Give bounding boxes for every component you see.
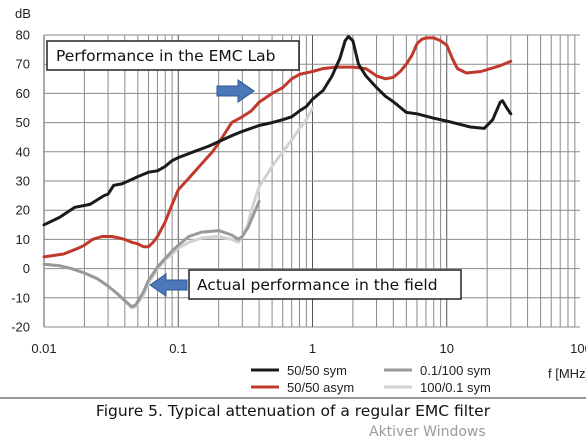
- y-tick-label: 40: [16, 144, 30, 159]
- legend-item-0-1-100-sym: 0.1/100 sym: [384, 363, 491, 378]
- series-lines: [42, 35, 513, 310]
- annotation-field-box: [188, 269, 462, 300]
- y-tick-label: 10: [16, 232, 30, 247]
- legend-label: 50/50 asym: [287, 380, 354, 395]
- annotation-emc-lab: Performance in the EMC Lab: [46, 40, 300, 103]
- legend-item-50-50-asym: 50/50 asym: [251, 380, 354, 395]
- y-tick-label: 60: [16, 86, 30, 101]
- arrow-right-icon: [216, 79, 255, 103]
- legend-label: 50/50 sym: [287, 363, 347, 378]
- x-tick-label: 0.1: [169, 341, 187, 356]
- x-unit-label: f [MHz]: [548, 366, 586, 381]
- legend-label: 100/0.1 sym: [420, 380, 491, 395]
- series-line-50-50-sym: [42, 35, 513, 227]
- y-unit-label: dB: [15, 6, 31, 21]
- y-tick-label: 30: [16, 174, 30, 189]
- annotation-emc-lab-text: Performance in the EMC Lab: [56, 47, 275, 65]
- y-tick-label: 50: [16, 115, 30, 130]
- y-tick-label: 20: [16, 203, 30, 218]
- legend-item-100-0-1-sym: 100/0.1 sym: [384, 380, 491, 395]
- series-line-50-50-asym: [42, 36, 513, 259]
- x-tick-label: 1: [309, 341, 316, 356]
- arrow-left-icon: [149, 273, 188, 297]
- activation-watermark: Aktiver Windows: [369, 424, 486, 440]
- legend-label: 0.1/100 sym: [420, 363, 491, 378]
- x-tick-label: 10: [440, 341, 454, 356]
- figure-caption: Figure 5. Typical attenuation of a regul…: [95, 402, 491, 420]
- legend: 50/50 sym 50/50 asym 0.1/100 sym 100/0.1…: [251, 363, 491, 395]
- y-tick-label: 70: [16, 57, 30, 72]
- annotation-emc-lab-box: [46, 40, 300, 71]
- legend-item-50-50-sym: 50/50 sym: [251, 363, 347, 378]
- y-tick-label: 80: [16, 28, 30, 43]
- series-line-0-1-100-sym: [42, 199, 261, 309]
- annotation-field: Actual performance in the field: [149, 269, 462, 300]
- y-tick-label: -10: [11, 290, 30, 305]
- x-tick-label: 100: [570, 341, 586, 356]
- x-tick-label: 0.01: [31, 341, 56, 356]
- annotation-field-text: Actual performance in the field: [197, 276, 438, 294]
- axes: -20 -10 0 10 20 30 40 50 60 70 80 0.01 0.1 1 10 100: [11, 28, 586, 357]
- y-tick-label: 0: [23, 261, 30, 276]
- y-tick-label: -20: [11, 320, 30, 335]
